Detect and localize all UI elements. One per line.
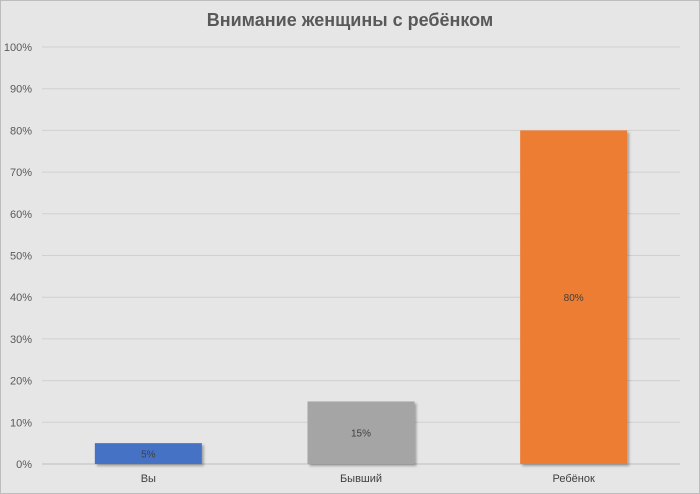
y-tick-label: 50%	[10, 251, 32, 263]
y-tick-label: 10%	[10, 417, 32, 429]
y-tick-label: 20%	[10, 376, 32, 388]
y-tick-label: 90%	[10, 84, 32, 96]
y-tick-label: 60%	[10, 209, 32, 221]
bars	[94, 130, 628, 464]
data-label: 80%	[564, 293, 584, 304]
y-tick-label: 70%	[10, 167, 32, 179]
bar-1	[94, 443, 202, 464]
x-category-label: Вы	[141, 473, 156, 485]
x-axis-category-labels: Вы Бывший Ребёнок	[141, 473, 595, 485]
y-tick-label: 80%	[10, 125, 32, 137]
x-category-label: Бывший	[340, 473, 382, 485]
data-labels: 5% 15% 80%	[141, 293, 584, 460]
y-tick-label: 0%	[16, 459, 32, 471]
bar-2	[307, 401, 415, 464]
chart-title: Внимание женщины с ребёнком	[206, 10, 494, 30]
x-category-label: Ребёнок	[553, 473, 595, 485]
y-tick-label: 100%	[4, 42, 32, 54]
data-label: 5%	[141, 450, 156, 461]
y-axis-tick-labels: 0% 10% 20% 30% 40% 50% 60% 70% 80% 90% 100%	[4, 42, 32, 471]
data-label: 15%	[351, 429, 371, 440]
bar-3	[520, 130, 628, 464]
y-tick-label: 40%	[10, 292, 32, 304]
y-tick-label: 30%	[10, 334, 32, 346]
